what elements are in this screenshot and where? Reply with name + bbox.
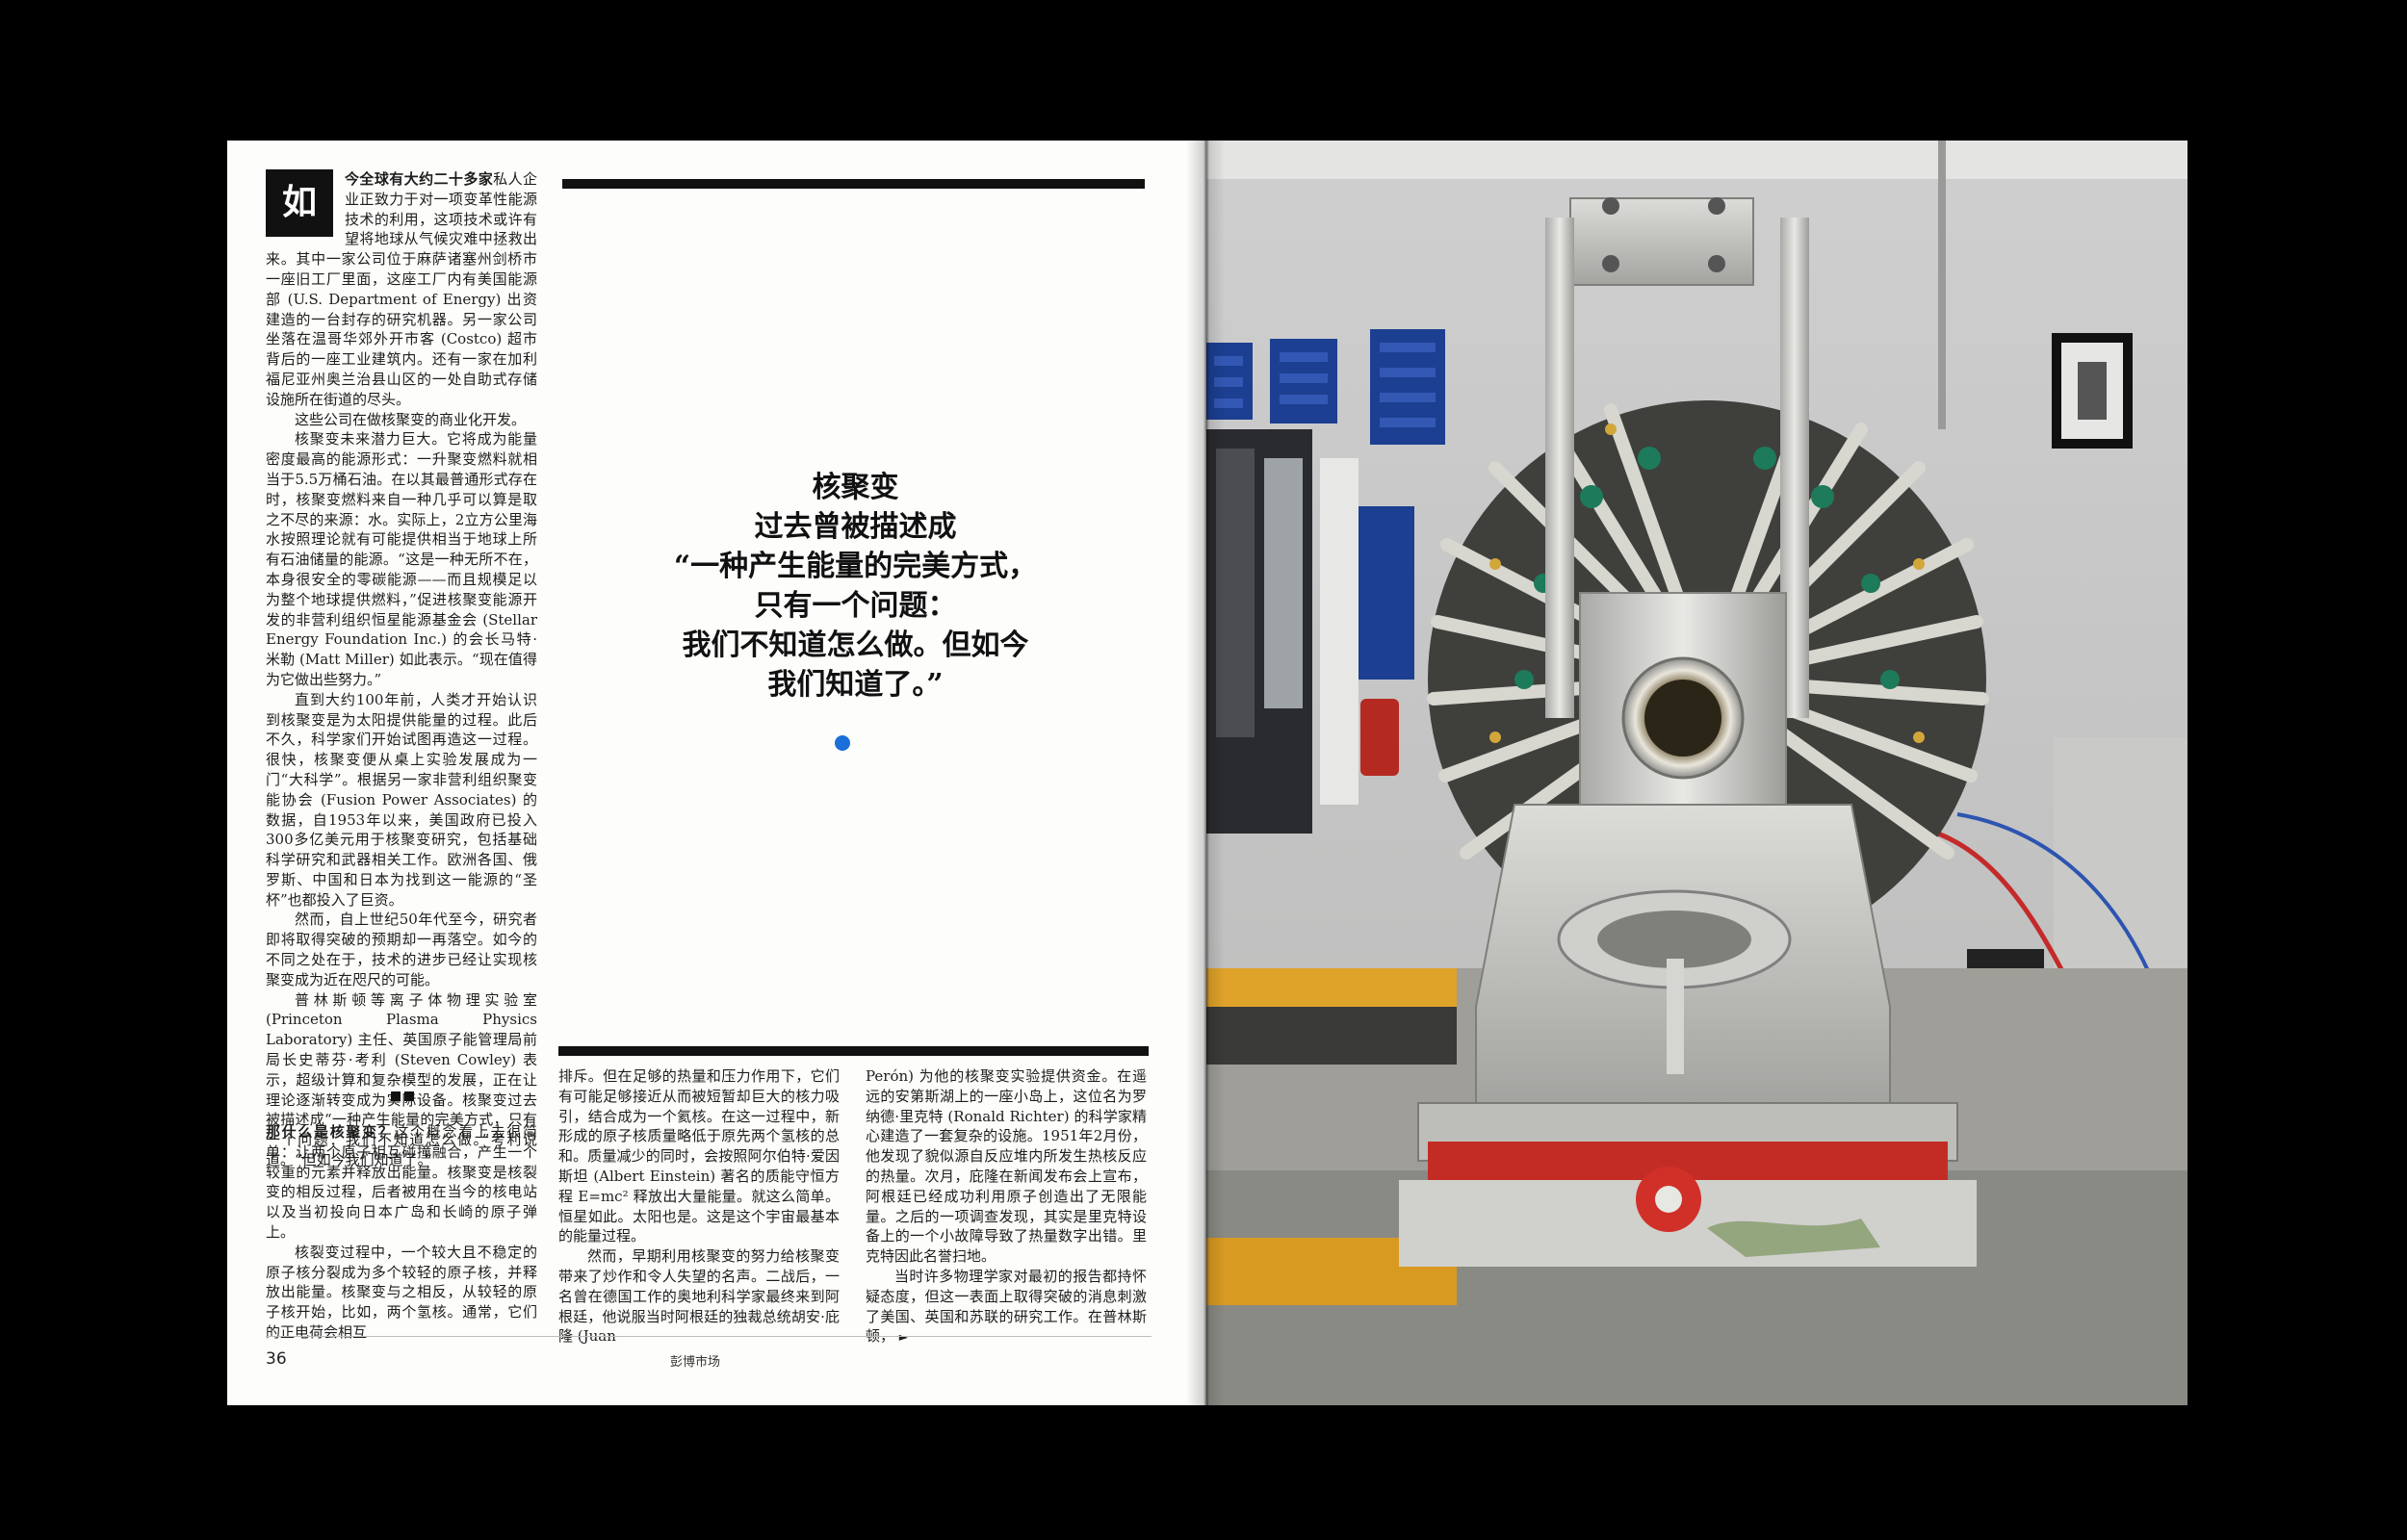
fusion-device-illustration (1206, 141, 2187, 1405)
column-2: 排斥。但在足够的热量和压力作用下，它们有可能足够接近从而被短暂却巨大的核力吸引，… (558, 1066, 840, 1347)
column-1: 如 今全球有大约二十多家私人企业正致力于对一项变革性能源技术的利用，这项技术或许… (266, 169, 537, 1170)
paragraph: 核裂变过程中，一个较大且不稳定的原子核分裂成为多个较轻的原子核，并释放出能量。核… (266, 1243, 537, 1341)
paragraph-body: 这个概念看上去很简单：让两个原子相互碰撞融合，产生一个较重的元素并释放出能量。核… (266, 1123, 537, 1241)
pullquote-line: “一种产生能量的完美方式， (673, 550, 1038, 583)
pullquote-line: 过去曾被描述成 (754, 510, 957, 544)
section-break-icon (391, 1091, 416, 1101)
paragraph: 核聚变未来潜力巨大。它将成为能量密度最高的能源形式：一升聚变燃料就相当于5.5万… (266, 430, 537, 688)
pullquote-dot-icon (835, 735, 850, 751)
paragraph: 普林斯顿等离子体物理实验室 (Princeton Plasma Physics … (266, 990, 537, 1169)
lead-in: 今全球有大约二十多家 (345, 170, 494, 188)
fusion-device-photo (1206, 141, 2187, 1405)
publication-name: 彭博市场 (670, 1355, 721, 1370)
spine-shadow (1186, 141, 1225, 1405)
continue-arrow-icon: ► (898, 1330, 909, 1345)
paragraph: 排斥。但在足够的热量和压力作用下，它们有可能足够接近从而被短暂却巨大的核力吸引，… (558, 1067, 840, 1245)
pullquote-line: 核聚变 (812, 471, 899, 504)
paragraph: 直到大约100年前，人类才开始认识到核聚变是为太阳提供能量的过程。此后不久，科学… (266, 690, 537, 909)
paragraph: 然而，自上世纪50年代至今，研究者即将取得突破的预期却一再落空。如今的不同之处在… (266, 911, 537, 988)
paragraph: 当时许多物理学家对最初的报告都持怀疑态度，但这一表面上取得突破的消息刺激了美国、… (866, 1267, 1147, 1348)
pullquote-rule-bottom (558, 1046, 1149, 1056)
paragraph-body: 当时许多物理学家对最初的报告都持怀疑态度，但这一表面上取得突破的消息刺激了美国、… (866, 1267, 1147, 1346)
paragraph: 那什么是核聚变？这个概念看上去很简单：让两个原子相互碰撞融合，产生一个较重的元素… (266, 1122, 537, 1243)
pullquote-rule-top (562, 179, 1145, 189)
left-page: 如 今全球有大约二十多家私人企业正致力于对一项变革性能源技术的利用，这项技术或许… (227, 141, 1206, 1405)
pullquote-line: 只有一个问题： (754, 589, 957, 623)
footer-rule (266, 1336, 1152, 1337)
pullquote-line: 我们知道了。” (767, 668, 944, 702)
paragraph-body: 私人企业正致力于对一项变革性能源技术的利用，这项技术或许有望将地球从气候灾难中拯… (266, 170, 537, 408)
pullquote: 核聚变 过去曾被描述成 “一种产生能量的完美方式， 只有一个问题： 我们不知道怎… (612, 468, 1099, 705)
dropcap: 如 (266, 169, 333, 237)
paragraph: 这些公司在做核聚变的商业化开发。 (295, 410, 527, 428)
column-1-section: 那什么是核聚变？这个概念看上去很简单：让两个原子相互碰撞融合，产生一个较重的元素… (266, 1122, 537, 1343)
paragraph: 今全球有大约二十多家私人企业正致力于对一项变革性能源技术的利用，这项技术或许有望… (266, 169, 537, 410)
paragraph: 然而，早期利用核聚变的努力给核聚变带来了炒作和令人失望的名声。二战后，一名曾在德… (558, 1247, 840, 1346)
page-number: 36 (266, 1349, 287, 1369)
subhead: 那什么是核聚变？ (266, 1123, 395, 1141)
column-3: Perón) 为他的核聚变实验提供资金。在遥远的安第斯湖上的一座小岛上，这位名为… (866, 1066, 1147, 1348)
pullquote-line: 我们不知道怎么做。但如今 (682, 629, 1029, 662)
paragraph: Perón) 为他的核聚变实验提供资金。在遥远的安第斯湖上的一座小岛上，这位名为… (866, 1067, 1147, 1266)
